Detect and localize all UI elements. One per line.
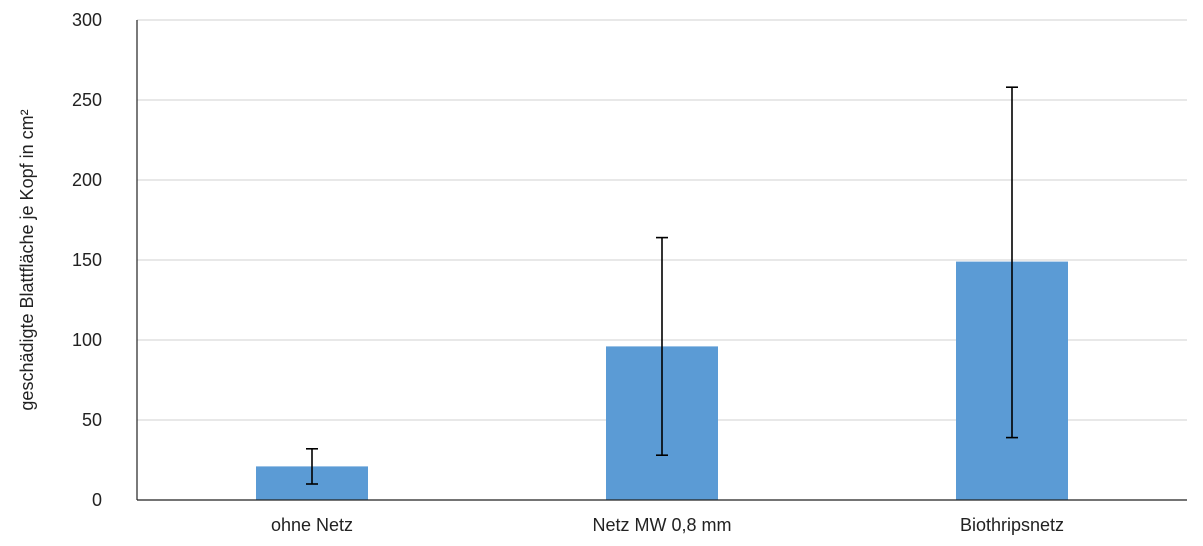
- y-tick-label-100: 100: [72, 330, 102, 350]
- y-tick-label-50: 50: [82, 410, 102, 430]
- y-tick-label-200: 200: [72, 170, 102, 190]
- y-tick-label-250: 250: [72, 90, 102, 110]
- error-bar-3: [1006, 86, 1018, 439]
- y-tick-labels: 0 50 100 150 200 250 300: [72, 10, 102, 510]
- category-labels: ohne Netz Netz MW 0,8 mm Biothripsnetz: [271, 515, 1064, 535]
- y-axis-label: geschädigte Blattfläche je Kopf in cm²: [17, 109, 37, 410]
- category-label-1: ohne Netz: [271, 515, 353, 535]
- y-tick-label-300: 300: [72, 10, 102, 30]
- error-bar-2: [656, 236, 668, 457]
- y-tick-label-150: 150: [72, 250, 102, 270]
- category-label-3: Biothripsnetz: [960, 515, 1064, 535]
- axes: [136, 20, 1187, 501]
- category-label-2: Netz MW 0,8 mm: [592, 515, 731, 535]
- error-bars: [306, 86, 1018, 485]
- y-tick-label-0: 0: [92, 490, 102, 510]
- error-bar-1: [306, 447, 318, 485]
